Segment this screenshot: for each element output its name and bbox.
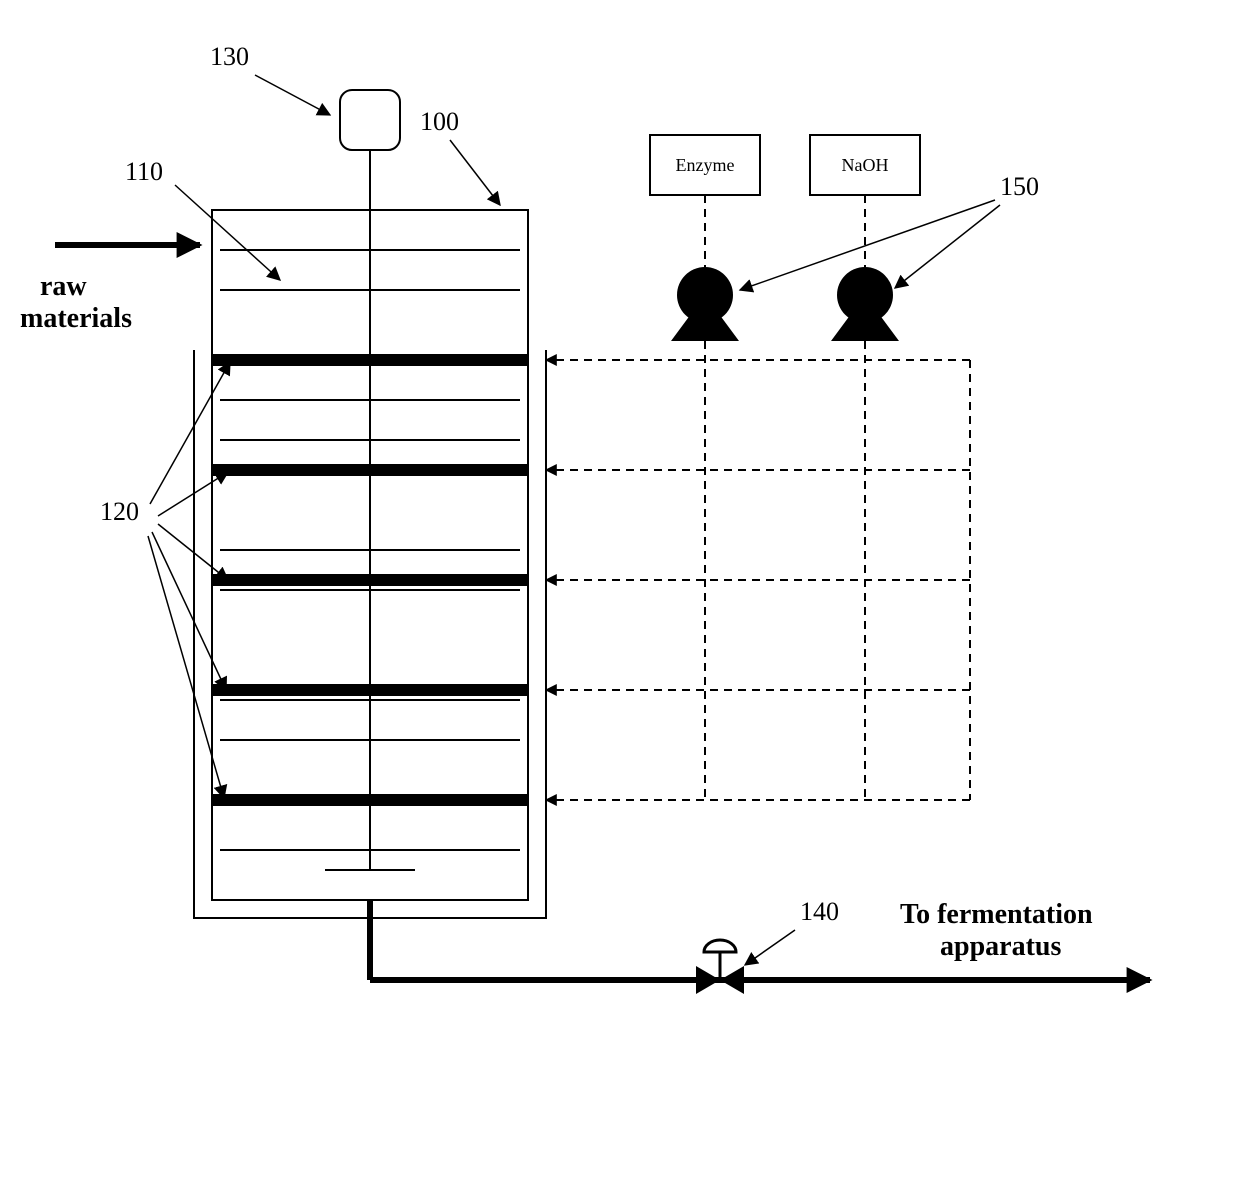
- label-110: 110: [125, 157, 163, 186]
- outlet-label-1: To fermentation: [900, 899, 1093, 930]
- label-100: 100: [420, 107, 459, 136]
- enzyme-box-label: Enzyme: [676, 155, 735, 175]
- valve-left: [696, 966, 720, 994]
- raw-materials-label-2: materials: [20, 303, 132, 334]
- outlet-label-2: apparatus: [940, 931, 1061, 962]
- leader-140: [745, 930, 795, 965]
- raw-materials-label-1: raw: [40, 271, 87, 302]
- label-120: 120: [100, 497, 139, 526]
- leader-130: [255, 75, 330, 115]
- leader-120-3: [152, 532, 226, 690]
- motor: [340, 90, 400, 150]
- leader-120-0: [150, 362, 230, 504]
- leader-110: [175, 185, 280, 280]
- label-140: 140: [800, 897, 839, 926]
- naoh-box-label: NaOH: [842, 155, 889, 175]
- label-130: 130: [210, 42, 249, 71]
- leader-100: [450, 140, 500, 205]
- label-150: 150: [1000, 172, 1039, 201]
- valve-right: [720, 966, 744, 994]
- valve-handwheel: [704, 940, 736, 952]
